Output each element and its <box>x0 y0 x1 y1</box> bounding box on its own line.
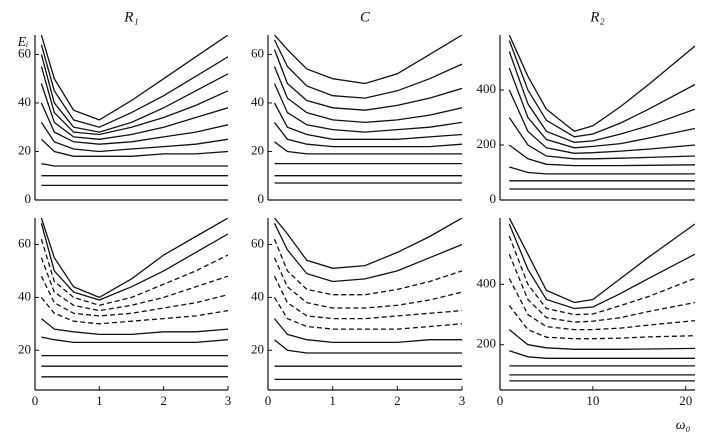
y-tick-label: 60 <box>251 45 264 60</box>
y-tick-label: 40 <box>18 94 31 109</box>
energy-curve <box>508 35 695 133</box>
energy-curve <box>273 257 462 309</box>
energy-curve <box>508 218 695 304</box>
energy-curve <box>273 297 462 330</box>
energy-curve <box>273 238 462 296</box>
energy-curve <box>273 83 462 133</box>
x-tick-label: 3 <box>225 393 232 408</box>
energy-curve <box>508 278 695 331</box>
curves <box>273 218 462 381</box>
panel: R₁ Eᵢ 0 20 40 60 <box>17 9 228 206</box>
y-tick-label: 40 <box>251 288 264 303</box>
x-tick-label: 1 <box>96 393 103 408</box>
energy-curve <box>509 350 695 359</box>
curves <box>273 35 462 184</box>
x-tick-label: 10 <box>586 393 599 408</box>
energy-curve <box>508 40 695 138</box>
panel: 20 40 60 0 1 2 3 <box>18 218 231 408</box>
x-tick-label: 20 <box>679 393 692 408</box>
energy-curve <box>273 318 462 344</box>
energy-curve <box>40 102 228 145</box>
energy-curve <box>273 218 462 269</box>
energy-curve <box>40 223 228 301</box>
x-tick-label: 0 <box>497 393 504 408</box>
energy-curve <box>40 257 228 312</box>
energy-curve <box>41 162 228 167</box>
y-tick-label: 0 <box>25 191 32 206</box>
y-tick-label: 20 <box>18 142 31 157</box>
panel-title: C <box>360 9 371 25</box>
energy-curve <box>40 54 228 133</box>
energy-curve <box>40 218 228 299</box>
energy-curve <box>274 141 462 155</box>
energy-curve <box>274 35 462 85</box>
y-tick-label: 400 <box>477 275 497 290</box>
energy-curve <box>41 336 228 344</box>
y-tick-label: 0 <box>258 191 265 206</box>
energy-curve <box>40 66 228 136</box>
energy-curve <box>40 318 228 336</box>
energy-curve <box>508 117 695 160</box>
x-tick-label: 2 <box>394 393 401 408</box>
energy-curve <box>40 275 228 317</box>
energy-curve <box>509 166 695 175</box>
energy-curve <box>273 102 462 140</box>
energy-curve <box>273 39 462 99</box>
energy-curve <box>508 305 695 340</box>
energy-curve <box>273 49 462 111</box>
x-tick-label: 0 <box>265 393 272 408</box>
y-tick-label: 60 <box>18 235 31 250</box>
energy-curve <box>40 138 228 157</box>
y-tick-label: 0 <box>490 191 497 206</box>
energy-curve <box>508 51 695 143</box>
x-tick-label: 1 <box>329 393 336 408</box>
energy-curve <box>40 122 228 153</box>
energy-curve <box>273 66 462 124</box>
energy-curve <box>40 44 228 128</box>
x-tick-label: 2 <box>160 393 167 408</box>
x-tick-label: 3 <box>459 393 466 408</box>
energy-curve <box>508 89 695 154</box>
panel-title: R₁ <box>123 9 138 25</box>
energy-curve <box>40 83 228 140</box>
y-tick-label: 40 <box>251 94 264 109</box>
energy-curve <box>508 223 695 310</box>
curves <box>40 35 228 187</box>
energy-curve <box>274 339 462 354</box>
y-tick-label: 200 <box>477 136 497 151</box>
y-tick-label: 400 <box>477 81 497 96</box>
x-axis-label: ω₀ <box>676 418 691 433</box>
panel: C 0 20 40 60 <box>251 9 462 206</box>
y-tick-label: 20 <box>18 341 31 356</box>
energy-curve <box>273 275 462 320</box>
panel-title: R₂ <box>589 9 604 25</box>
energy-curve <box>508 253 695 323</box>
energy-curve <box>40 239 228 306</box>
panel: 20 40 60 0 1 2 3 <box>251 218 465 408</box>
y-axis-label: Eᵢ <box>17 35 29 50</box>
energy-curve <box>508 67 695 149</box>
curves <box>40 218 228 378</box>
x-tick-label: 0 <box>32 393 39 408</box>
y-tick-label: 60 <box>18 45 31 60</box>
energy-curve <box>40 35 228 121</box>
y-tick-label: 20 <box>251 341 264 356</box>
y-tick-label: 40 <box>18 288 31 303</box>
y-tick-label: 20 <box>251 142 264 157</box>
y-tick-label: 60 <box>251 235 264 250</box>
energy-curve <box>508 144 695 167</box>
panel: R₂ 0 200 400 <box>477 9 695 206</box>
y-tick-label: 200 <box>477 336 497 351</box>
energy-curve <box>40 296 228 325</box>
curves <box>508 218 695 382</box>
energy-curve <box>273 223 462 283</box>
energy-curve <box>508 235 695 316</box>
energy-curve <box>273 122 462 148</box>
energy-curve <box>508 329 695 350</box>
curves <box>508 35 695 190</box>
panel: ω₀ 200 400 0 10 20 <box>477 218 695 433</box>
